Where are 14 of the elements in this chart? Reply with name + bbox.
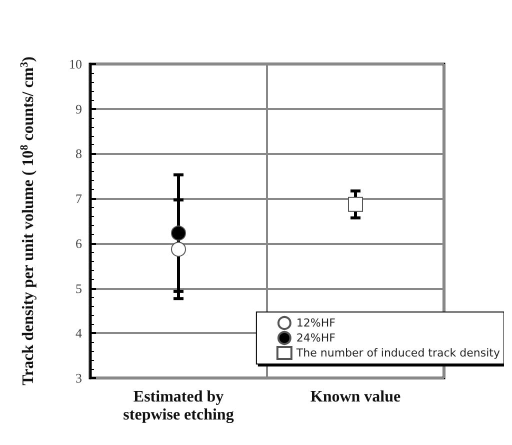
legend-label: The number of induced track density <box>295 346 500 360</box>
y-tick-label: 5 <box>76 280 82 296</box>
y-tick-label: 9 <box>76 101 82 116</box>
y-axis-title: Track density per unit volume ( 108 counts/ cm3) <box>18 56 37 386</box>
legend-label: 24%HF <box>296 332 336 344</box>
y-tick-label: 6 <box>76 236 82 251</box>
legend-label: 12%HF <box>296 316 336 330</box>
x-tick-label: Known value <box>310 388 401 406</box>
y-tick-label: 4 <box>76 326 82 341</box>
y-tick-label: 3 <box>76 370 82 386</box>
y-tick-label: 10 <box>69 56 82 72</box>
y-tick-label: 7 <box>76 191 82 206</box>
x-tick-label: Estimated by stepwise etching <box>123 388 234 424</box>
y-tick-label: 8 <box>76 146 82 162</box>
